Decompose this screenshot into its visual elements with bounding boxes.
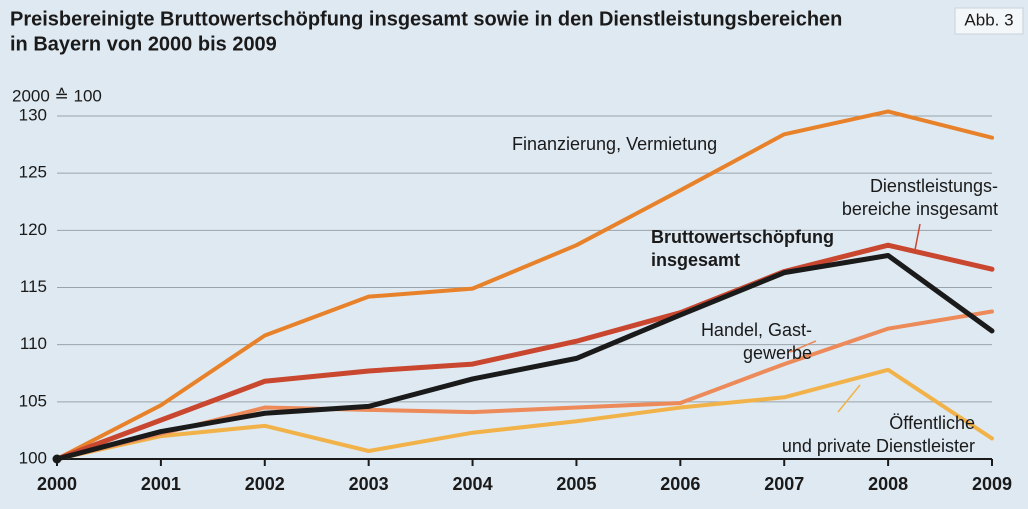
x-tick-label: 2007 — [764, 474, 804, 494]
series-label: Bruttowertschöpfung — [651, 227, 834, 247]
series-line — [54, 252, 995, 462]
x-tick-label: 2008 — [868, 474, 908, 494]
x-tick-label: 2000 — [37, 474, 77, 494]
series-line — [55, 367, 994, 461]
x-tick-label: 2005 — [556, 474, 596, 494]
grid — [56, 115, 993, 466]
x-tick-label: 2006 — [660, 474, 700, 494]
lines — [52, 109, 995, 464]
leader-line — [837, 384, 861, 413]
x-tick-label: 2002 — [245, 474, 285, 494]
y-axis-label: 2000 ≙ 100 — [12, 86, 102, 105]
chart-title: Preisbereinigte Bruttowertschöpfung insg… — [10, 8, 842, 30]
figure-label: Abb. 3 — [964, 10, 1013, 29]
series-label: gewerbe — [743, 343, 812, 363]
y-tick-label: 105 — [19, 391, 47, 410]
series-label: Handel, Gast- — [701, 320, 812, 340]
y-tick-label: 130 — [19, 105, 47, 124]
x-tick-label: 2003 — [349, 474, 389, 494]
x-tick-label: 2009 — [972, 474, 1012, 494]
series-label: und private Dienstleister — [782, 436, 975, 456]
series-line — [54, 242, 995, 462]
x-tick-label: 2001 — [141, 474, 181, 494]
series-label: Öffentliche — [889, 413, 975, 433]
leader-line — [789, 340, 817, 353]
chart-title: in Bayern von 2000 bis 2009 — [10, 33, 277, 55]
y-tick-label: 120 — [19, 220, 47, 239]
origin-dot — [52, 454, 62, 464]
y-tick-label: 110 — [20, 334, 47, 353]
series-label: Dienstleistungs- — [870, 176, 998, 196]
figure-label-box — [954, 7, 1024, 35]
y-tick-label: 100 — [19, 448, 47, 467]
series-label: Finanzierung, Vermietung — [512, 134, 717, 154]
series-label: bereiche insgesamt — [842, 199, 998, 219]
series-label: insgesamt — [651, 250, 740, 270]
y-tick-label: 115 — [20, 277, 47, 296]
leader-line — [914, 223, 921, 251]
x-tick-label: 2004 — [453, 474, 493, 494]
series-line — [55, 109, 994, 461]
y-tick-label: 125 — [19, 163, 47, 182]
